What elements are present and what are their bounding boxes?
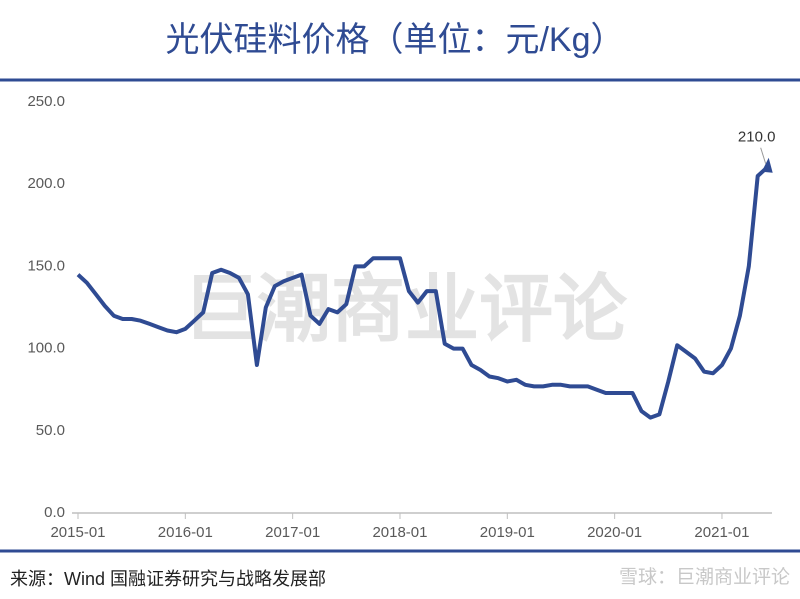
x-tick-label: 2017-01 (265, 524, 320, 541)
x-tick-label: 2016-01 (158, 524, 213, 541)
chart-title: 光伏硅料价格（单位：元/Kg） (165, 21, 624, 59)
y-tick-label: 100.0 (27, 340, 65, 357)
y-tick-label: 150.0 (27, 257, 65, 274)
x-tick-label: 2021-01 (694, 524, 749, 541)
y-tick-label: 200.0 (27, 175, 65, 192)
data-line (76, 166, 769, 420)
source: 来源：Wind 国融证券研究与战略发展部 (10, 569, 326, 589)
x-tick-label: 2019-01 (480, 524, 535, 541)
data-label-leader (760, 147, 767, 164)
y-tick-label: 250.0 (27, 93, 65, 110)
y-tick-label: 50.0 (36, 422, 65, 439)
data-label: 210.0 (738, 129, 776, 146)
footer-credit: 雪球：巨潮商业评论 (619, 566, 790, 588)
x-tick-label: 2015-01 (50, 524, 105, 541)
line-arrow (761, 157, 773, 173)
y-tick-label: 0.0 (44, 504, 65, 521)
x-tick-label: 2020-01 (587, 524, 642, 541)
x-tick-label: 2018-01 (372, 524, 427, 541)
